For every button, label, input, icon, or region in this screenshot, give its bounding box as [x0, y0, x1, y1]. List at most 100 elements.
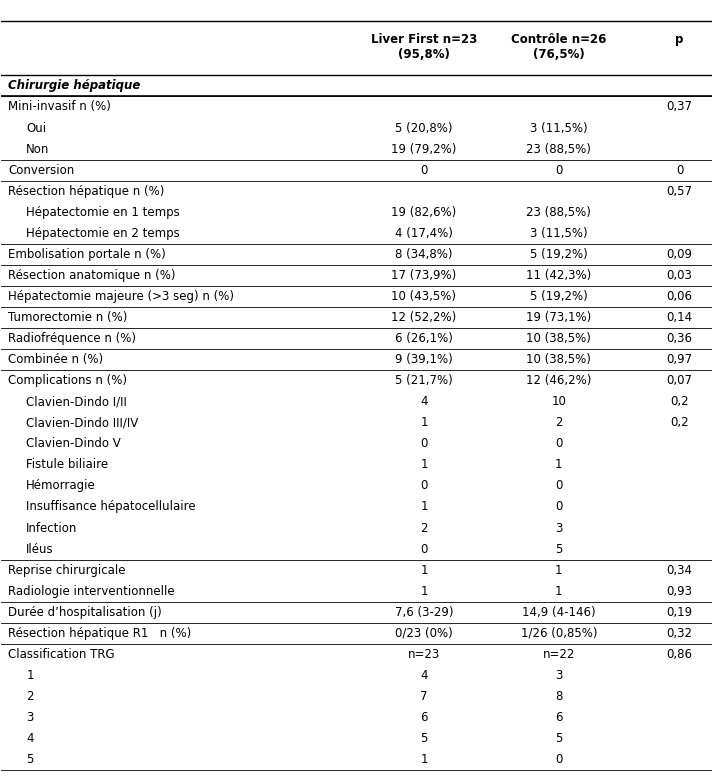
Text: 3: 3 — [26, 711, 34, 724]
Text: 0,37: 0,37 — [667, 101, 692, 113]
Text: 5: 5 — [555, 732, 563, 745]
Text: n=23: n=23 — [408, 647, 440, 661]
Text: 5: 5 — [555, 543, 563, 555]
Text: 1: 1 — [420, 500, 428, 514]
Text: 10 (43,5%): 10 (43,5%) — [391, 290, 456, 303]
Text: 4: 4 — [26, 732, 34, 745]
Text: Résection hépatique n (%): Résection hépatique n (%) — [9, 185, 165, 198]
Text: 7: 7 — [420, 690, 428, 703]
Text: Contrôle n=26
(76,5%): Contrôle n=26 (76,5%) — [511, 33, 607, 60]
Text: Complications n (%): Complications n (%) — [9, 374, 128, 387]
Text: 11 (42,3%): 11 (42,3%) — [526, 269, 592, 282]
Text: 0,97: 0,97 — [667, 353, 693, 366]
Text: 0,06: 0,06 — [667, 290, 692, 303]
Text: 1: 1 — [555, 564, 563, 576]
Text: 3: 3 — [555, 522, 563, 535]
Text: 5 (19,2%): 5 (19,2%) — [530, 248, 588, 261]
Text: Classification TRG: Classification TRG — [9, 647, 115, 661]
Text: 6: 6 — [555, 711, 563, 724]
Text: 0,19: 0,19 — [667, 606, 693, 619]
Text: Hépatectomie en 1 temps: Hépatectomie en 1 temps — [26, 206, 180, 219]
Text: Chirurgie hépatique: Chirurgie hépatique — [9, 80, 141, 92]
Text: 0,07: 0,07 — [667, 374, 692, 387]
Text: 4: 4 — [420, 395, 428, 408]
Text: 2: 2 — [26, 690, 34, 703]
Text: 3 (11,5%): 3 (11,5%) — [530, 121, 588, 135]
Text: Reprise chirurgicale: Reprise chirurgicale — [9, 564, 126, 576]
Text: 0: 0 — [420, 543, 428, 555]
Text: Clavien-Dindo III/IV: Clavien-Dindo III/IV — [26, 416, 138, 429]
Text: 19 (73,1%): 19 (73,1%) — [526, 311, 592, 324]
Text: Résection hépatique R1   n (%): Résection hépatique R1 n (%) — [9, 626, 192, 640]
Text: 1: 1 — [555, 585, 563, 597]
Text: 0,09: 0,09 — [667, 248, 692, 261]
Text: Tumorectomie n (%): Tumorectomie n (%) — [9, 311, 128, 324]
Text: Hépatectomie majeure (>3 seg) n (%): Hépatectomie majeure (>3 seg) n (%) — [9, 290, 235, 303]
Text: 0,32: 0,32 — [667, 626, 692, 640]
Text: 23 (88,5%): 23 (88,5%) — [526, 206, 591, 219]
Text: 1/26 (0,85%): 1/26 (0,85%) — [520, 626, 597, 640]
Text: 23 (88,5%): 23 (88,5%) — [526, 142, 591, 156]
Text: 6 (26,1%): 6 (26,1%) — [395, 332, 453, 345]
Text: 0,93: 0,93 — [667, 585, 692, 597]
Text: Iléus: Iléus — [26, 543, 54, 555]
Text: p: p — [675, 33, 684, 45]
Text: 1: 1 — [420, 564, 428, 576]
Text: Infection: Infection — [26, 522, 78, 535]
Text: n=22: n=22 — [543, 647, 575, 661]
Text: 0: 0 — [555, 500, 563, 514]
Text: Insuffisance hépatocellulaire: Insuffisance hépatocellulaire — [26, 500, 196, 514]
Text: Durée d’hospitalisation (j): Durée d’hospitalisation (j) — [9, 606, 163, 619]
Text: Résection anatomique n (%): Résection anatomique n (%) — [9, 269, 176, 282]
Text: 0: 0 — [420, 437, 428, 450]
Text: 0: 0 — [676, 163, 683, 177]
Text: 5 (21,7%): 5 (21,7%) — [395, 374, 453, 387]
Text: 0/23 (0%): 0/23 (0%) — [395, 626, 453, 640]
Text: 10: 10 — [551, 395, 566, 408]
Text: Fistule biliaire: Fistule biliaire — [26, 458, 108, 472]
Text: 0,2: 0,2 — [670, 395, 689, 408]
Text: Clavien-Dindo V: Clavien-Dindo V — [26, 437, 121, 450]
Text: Conversion: Conversion — [9, 163, 75, 177]
Text: 7,6 (3-29): 7,6 (3-29) — [395, 606, 453, 619]
Text: Combinée n (%): Combinée n (%) — [9, 353, 103, 366]
Text: Radiologie interventionnelle: Radiologie interventionnelle — [9, 585, 175, 597]
Text: 0: 0 — [555, 479, 563, 493]
Text: 0: 0 — [420, 163, 428, 177]
Text: 0,36: 0,36 — [667, 332, 692, 345]
Text: 0,34: 0,34 — [667, 564, 692, 576]
Text: Non: Non — [26, 142, 50, 156]
Text: Radiofréquence n (%): Radiofréquence n (%) — [9, 332, 136, 345]
Text: Oui: Oui — [26, 121, 46, 135]
Text: 0,57: 0,57 — [667, 185, 692, 198]
Text: 4: 4 — [420, 669, 428, 682]
Text: Hépatectomie en 2 temps: Hépatectomie en 2 temps — [26, 227, 180, 240]
Text: 4 (17,4%): 4 (17,4%) — [395, 227, 453, 240]
Text: 14,9 (4-146): 14,9 (4-146) — [522, 606, 596, 619]
Text: Embolisation portale n (%): Embolisation portale n (%) — [9, 248, 166, 261]
Text: 3 (11,5%): 3 (11,5%) — [530, 227, 588, 240]
Text: 0,03: 0,03 — [667, 269, 692, 282]
Text: 5: 5 — [26, 753, 34, 766]
Text: 0: 0 — [420, 479, 428, 493]
Text: 5: 5 — [420, 732, 428, 745]
Text: Liver First n=23
(95,8%): Liver First n=23 (95,8%) — [371, 33, 477, 60]
Text: 0: 0 — [555, 163, 563, 177]
Text: 0,2: 0,2 — [670, 416, 689, 429]
Text: 19 (82,6%): 19 (82,6%) — [391, 206, 456, 219]
Text: Mini-invasif n (%): Mini-invasif n (%) — [9, 101, 111, 113]
Text: 10 (38,5%): 10 (38,5%) — [526, 332, 591, 345]
Text: 5 (20,8%): 5 (20,8%) — [395, 121, 453, 135]
Text: 1: 1 — [26, 669, 34, 682]
Text: 12 (52,2%): 12 (52,2%) — [391, 311, 456, 324]
Text: 19 (79,2%): 19 (79,2%) — [391, 142, 456, 156]
Text: 17 (73,9%): 17 (73,9%) — [391, 269, 456, 282]
Text: 5 (19,2%): 5 (19,2%) — [530, 290, 588, 303]
Text: 9 (39,1%): 9 (39,1%) — [395, 353, 453, 366]
Text: 0: 0 — [555, 437, 563, 450]
Text: 1: 1 — [420, 458, 428, 472]
Text: Clavien-Dindo I/II: Clavien-Dindo I/II — [26, 395, 127, 408]
Text: 2: 2 — [420, 522, 428, 535]
Text: 0,14: 0,14 — [667, 311, 693, 324]
Text: 1: 1 — [420, 585, 428, 597]
